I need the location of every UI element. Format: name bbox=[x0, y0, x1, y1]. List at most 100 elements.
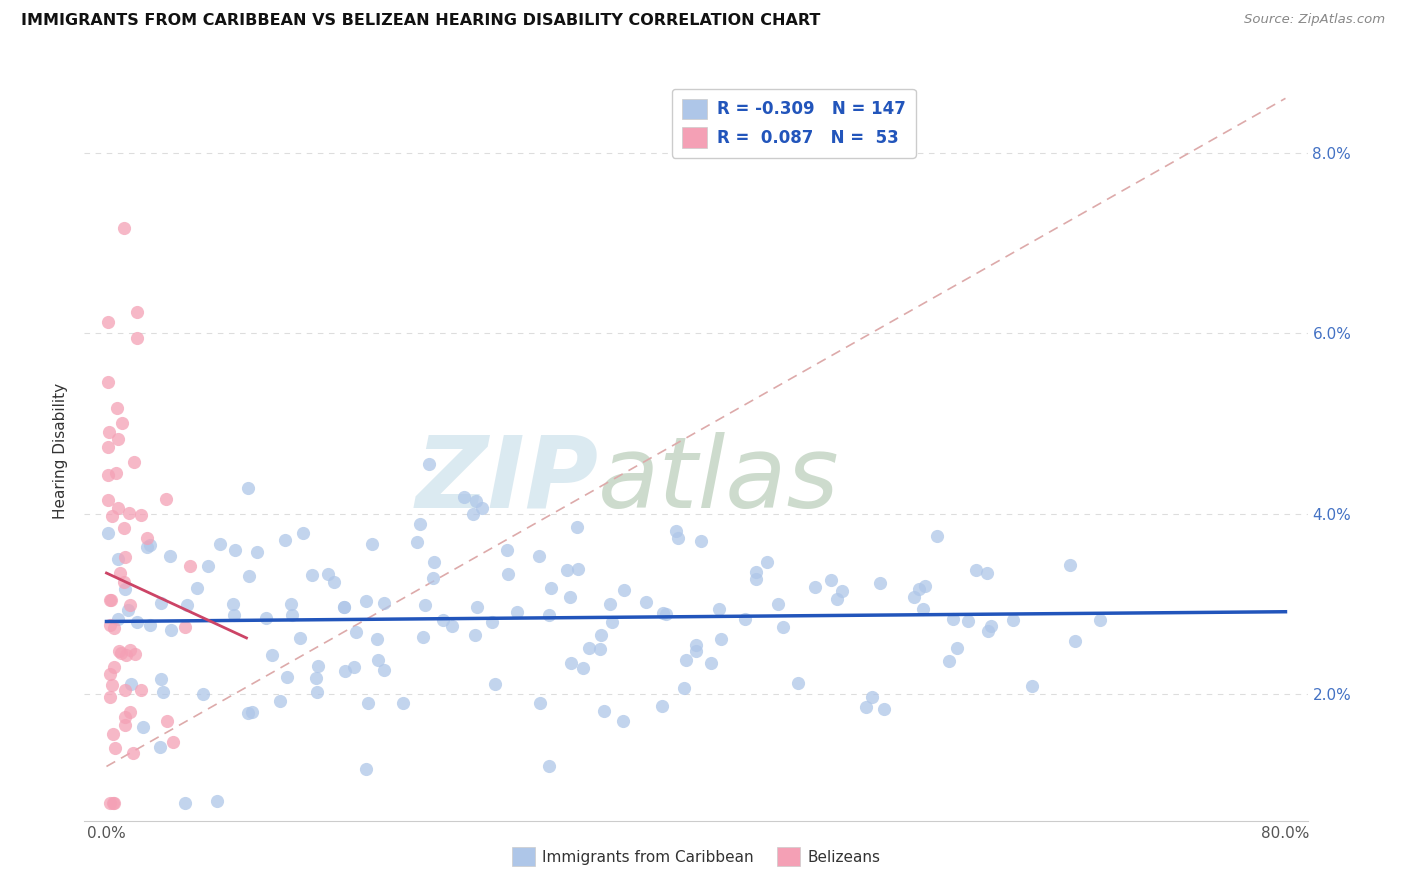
Point bbox=[976, 624, 998, 639]
Point bbox=[464, 494, 486, 508]
Point bbox=[222, 608, 245, 623]
Point bbox=[301, 568, 323, 582]
Text: IMMIGRANTS FROM CARIBBEAN VS BELIZEAN HEARING DISABILITY CORRELATION CHART: IMMIGRANTS FROM CARIBBEAN VS BELIZEAN HE… bbox=[21, 13, 821, 29]
Point bbox=[651, 699, 673, 714]
Point bbox=[567, 562, 589, 576]
Point bbox=[108, 566, 131, 580]
Point bbox=[307, 659, 329, 673]
Point bbox=[506, 605, 529, 619]
Point bbox=[114, 717, 136, 731]
Point bbox=[1001, 613, 1024, 627]
Point bbox=[152, 684, 174, 698]
Point bbox=[132, 720, 155, 734]
Point bbox=[238, 569, 260, 583]
Point bbox=[333, 664, 356, 678]
Point bbox=[869, 575, 891, 590]
Point bbox=[179, 558, 201, 573]
Point bbox=[613, 583, 636, 598]
Point bbox=[432, 613, 454, 627]
Point bbox=[938, 655, 960, 669]
Point bbox=[288, 631, 311, 645]
Point bbox=[392, 696, 415, 710]
Point bbox=[305, 685, 328, 699]
Point bbox=[634, 595, 657, 609]
Point bbox=[101, 509, 124, 524]
Point bbox=[274, 533, 297, 547]
Point bbox=[772, 620, 794, 634]
Point bbox=[560, 656, 582, 670]
Point bbox=[956, 614, 979, 628]
Point bbox=[139, 538, 162, 552]
Point bbox=[342, 660, 364, 674]
Point bbox=[155, 491, 177, 506]
Point bbox=[221, 597, 243, 611]
Point bbox=[354, 762, 377, 776]
Point bbox=[361, 537, 384, 551]
Point bbox=[578, 640, 600, 655]
Point bbox=[527, 549, 550, 563]
Point bbox=[114, 582, 136, 596]
Point bbox=[224, 543, 246, 558]
Point bbox=[114, 682, 136, 697]
Point bbox=[103, 660, 125, 674]
Point bbox=[98, 667, 121, 681]
Point bbox=[855, 700, 877, 714]
Text: Source: ZipAtlas.com: Source: ZipAtlas.com bbox=[1244, 13, 1385, 27]
Point bbox=[281, 607, 304, 622]
Point bbox=[191, 687, 214, 701]
Point bbox=[655, 607, 678, 622]
Point bbox=[685, 638, 707, 652]
Point bbox=[127, 615, 149, 630]
Point bbox=[173, 796, 195, 810]
Point bbox=[820, 573, 842, 587]
Point bbox=[114, 549, 136, 564]
Point bbox=[540, 581, 562, 595]
Point bbox=[318, 567, 340, 582]
Point bbox=[333, 599, 356, 614]
Point bbox=[734, 612, 756, 626]
Point bbox=[755, 555, 778, 569]
Legend: Immigrants from Caribbean, Belizeans: Immigrants from Caribbean, Belizeans bbox=[506, 841, 886, 872]
Point bbox=[104, 741, 127, 756]
Point bbox=[903, 591, 925, 605]
Point bbox=[112, 521, 135, 535]
Point bbox=[745, 572, 768, 586]
Point bbox=[787, 676, 810, 690]
Point bbox=[344, 624, 367, 639]
Point bbox=[422, 555, 444, 569]
Point bbox=[666, 531, 689, 545]
Point bbox=[121, 746, 143, 760]
Point bbox=[652, 607, 675, 621]
Point bbox=[100, 796, 122, 810]
Point bbox=[685, 644, 707, 658]
Point bbox=[98, 593, 121, 607]
Point bbox=[481, 615, 503, 630]
Point bbox=[125, 331, 148, 345]
Point bbox=[965, 563, 987, 577]
Point bbox=[599, 597, 621, 611]
Point bbox=[103, 621, 125, 635]
Point bbox=[555, 563, 578, 577]
Point bbox=[612, 714, 634, 728]
Point bbox=[107, 552, 129, 566]
Point bbox=[464, 628, 486, 642]
Point bbox=[484, 677, 506, 691]
Point bbox=[120, 677, 142, 691]
Point bbox=[907, 582, 929, 597]
Point bbox=[101, 678, 124, 692]
Point bbox=[208, 537, 231, 551]
Point bbox=[136, 540, 159, 554]
Point bbox=[124, 647, 146, 661]
Point bbox=[745, 565, 768, 579]
Point bbox=[689, 534, 711, 549]
Point bbox=[322, 574, 344, 589]
Point bbox=[946, 640, 969, 655]
Point bbox=[260, 648, 283, 663]
Point bbox=[588, 642, 610, 657]
Point bbox=[453, 490, 475, 504]
Point bbox=[98, 617, 121, 632]
Point bbox=[97, 375, 120, 389]
Point bbox=[498, 566, 520, 581]
Point bbox=[980, 619, 1002, 633]
Point bbox=[117, 506, 139, 520]
